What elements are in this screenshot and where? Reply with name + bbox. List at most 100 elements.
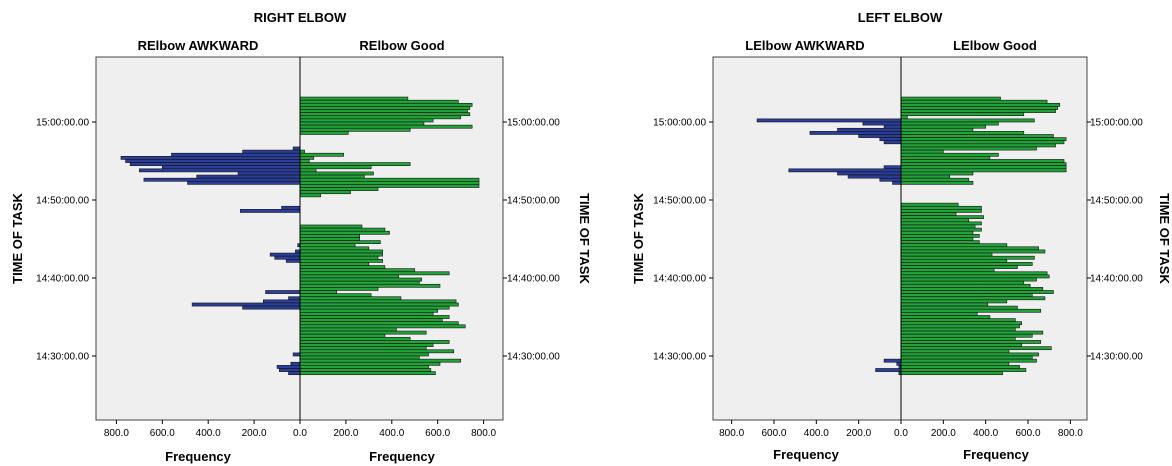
bar-good [299,252,383,257]
bar-good [900,327,1016,332]
bar-good [299,371,436,376]
x-axis-label-right: Frequency [963,447,1030,462]
x-tick-label: 0.0 [293,428,307,439]
bar-good [900,159,1065,163]
bar-awkward [883,165,902,170]
bar-good [900,124,986,129]
bar-awkward [837,127,902,132]
right-group-label: RElbow Good [359,38,444,53]
bar-good [299,355,420,360]
bar-good [299,265,386,269]
bar-good [900,330,1044,335]
bar-awkward [281,205,301,210]
x-tick-label: 200.0 [846,428,871,439]
pyramid-panel-left-elbow: LEFT ELBOW LElbow AWKWARD LElbow Good 15:00… [631,10,1172,462]
x-tick-label: 600.0 [150,428,175,439]
y-tick-label-left: 14:50:00.00 [653,196,706,207]
bar-awkward [276,365,301,369]
bar-good [900,177,970,182]
bar-good [299,152,344,157]
bar-good [900,99,1048,104]
y-tick-label-left: 14:40:00.00 [653,274,706,285]
bar-awkward [837,171,902,176]
bar-good [299,274,399,279]
bar-awkward [237,171,301,176]
bar-good [900,243,1008,248]
bar-good [299,327,397,332]
bar-good [299,333,386,338]
bar-awkward [240,209,301,213]
bar-awkward [288,296,301,301]
bar-good [299,190,351,195]
bar-good [299,361,441,366]
bar-good [900,205,982,210]
bar-good [299,112,471,117]
bar-awkward [879,177,902,182]
bar-good [900,109,1056,113]
x-tick-label: 800.0 [719,428,744,439]
y-tick-label-right: 14:40:00.00 [1090,274,1143,285]
y-tick-label-right: 14:40:00.00 [507,274,560,285]
bar-awkward [265,290,301,294]
bar-good [900,215,984,220]
y-tick-label-left: 14:40:00.00 [36,274,89,285]
bar-good [900,118,1035,123]
x-tick-label: 800.0 [104,428,129,439]
bar-good [900,358,1037,363]
bar-good [299,280,420,285]
y-tick-label-left: 14:50:00.00 [36,196,89,207]
bar-good [900,234,980,238]
x-tick-label: 200.0 [931,428,956,439]
bar-good [900,318,1016,322]
bar-good [900,324,1020,329]
bar-good [900,115,908,120]
bar-good [299,330,427,335]
bar-awkward [120,156,301,160]
bar-awkward [879,137,902,142]
bar-good [900,349,1010,354]
bar-good [900,96,1001,101]
bar-awkward [809,131,902,135]
bar-good [299,177,480,182]
bar-good [900,131,1025,135]
bar-good [299,268,416,273]
bar-good [299,149,305,154]
bar-good [299,365,429,369]
bar-good [299,299,457,304]
bar-good [299,224,363,229]
bar-good [900,293,1033,298]
bar-awkward [290,361,301,366]
bar-good [299,336,411,341]
bar-good [900,296,1046,301]
bar-good [299,315,450,319]
left-group-label: LElbow AWKWARD [745,38,864,53]
bar-awkward [171,152,301,157]
bar-good [299,99,459,104]
bar-good [299,159,310,163]
bar-awkward [756,118,902,123]
bar-good [299,234,360,238]
bar-good [299,193,321,198]
bar-good [900,302,989,307]
bar-good [900,262,1033,266]
bar-good [900,218,970,223]
bar-awkward [143,177,301,182]
x-tick-label: 800.0 [471,428,496,439]
bar-awkward [129,162,301,166]
y-tick-label-left: 14:30:00.00 [36,352,89,363]
bar-good [900,346,1052,351]
bar-good [299,321,459,326]
bar-good [299,180,480,185]
bar-awkward [292,352,301,357]
y-tick-label-right: 14:30:00.00 [507,352,560,363]
bar-good [900,212,957,216]
y-tick-label-left: 15:00:00.00 [653,118,706,129]
bar-good [900,271,1048,276]
bar-good [299,187,379,191]
bar-good [900,340,1042,344]
x-axis-label-left: Frequency [165,449,232,464]
bar-good [900,152,999,157]
bar-good [900,258,1008,263]
bar-good [299,290,338,294]
x-tick-label: 200.0 [242,428,267,439]
